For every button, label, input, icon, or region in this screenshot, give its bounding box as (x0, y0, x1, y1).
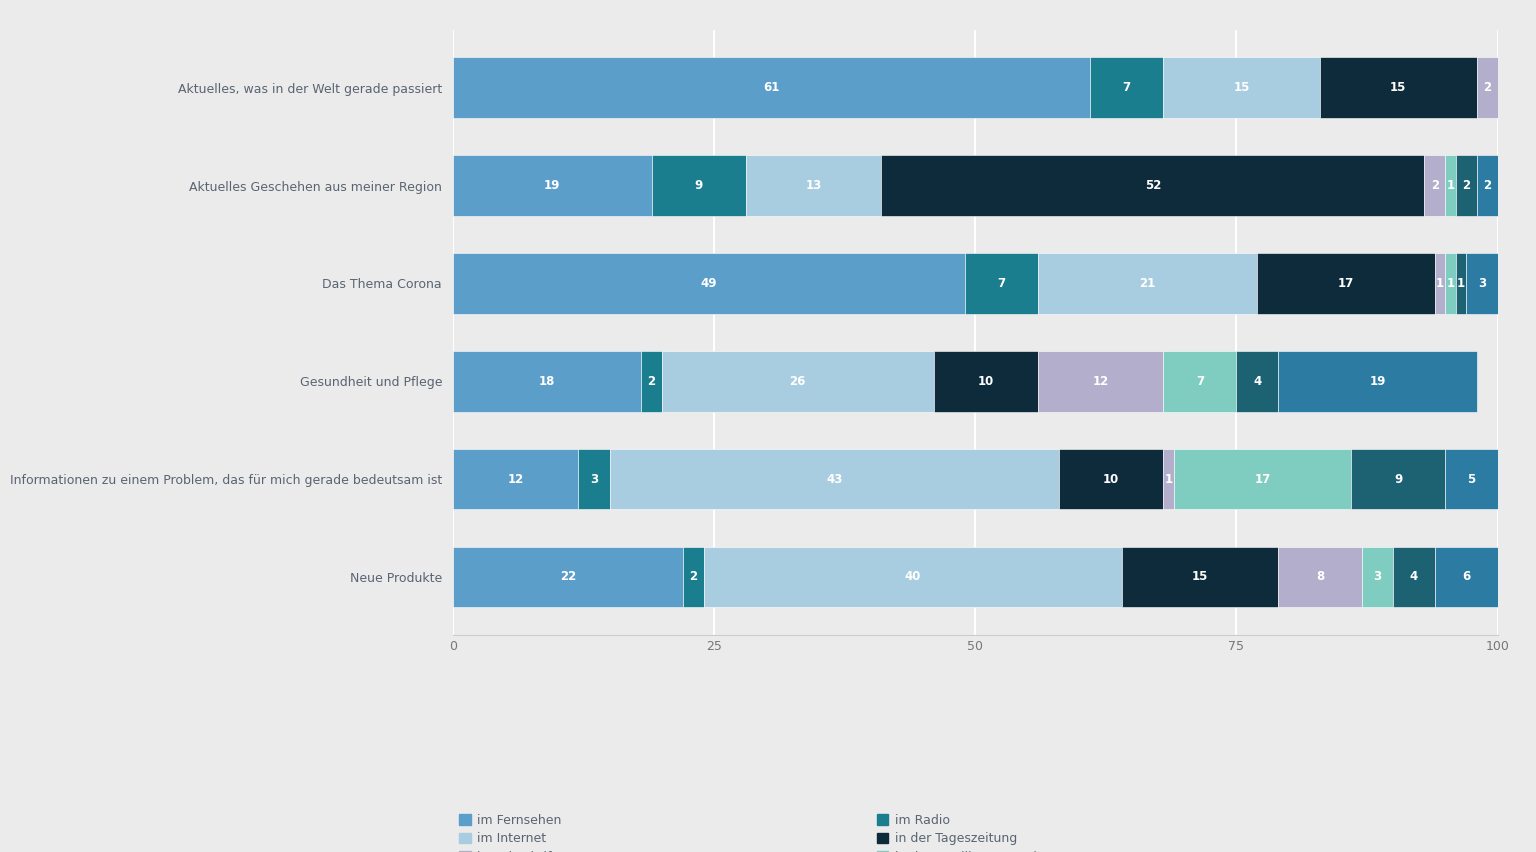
Bar (453, 351, 641, 412)
Text: 7: 7 (1123, 81, 1130, 95)
Text: 13: 13 (805, 179, 822, 192)
Text: 21: 21 (1140, 277, 1155, 290)
Text: 9: 9 (694, 179, 702, 192)
Bar (965, 253, 1038, 314)
Text: 19: 19 (544, 179, 561, 192)
Bar (1476, 155, 1498, 216)
Text: 2: 2 (690, 570, 697, 584)
Text: 17: 17 (1338, 277, 1355, 290)
Bar (579, 449, 610, 509)
Bar (1476, 57, 1498, 118)
Bar (745, 155, 882, 216)
Bar (1236, 351, 1278, 412)
Bar (1174, 449, 1352, 509)
Text: 1: 1 (1164, 473, 1172, 486)
Bar (1319, 57, 1476, 118)
Bar (1467, 253, 1498, 314)
Text: 61: 61 (763, 81, 780, 95)
Text: 9: 9 (1395, 473, 1402, 486)
Bar (641, 351, 662, 412)
Text: 15: 15 (1192, 570, 1209, 584)
Bar (1163, 57, 1319, 118)
Text: 12: 12 (508, 473, 524, 486)
Text: 2: 2 (648, 375, 656, 388)
Bar (1278, 351, 1476, 412)
Bar (453, 547, 684, 607)
Bar (1362, 547, 1393, 607)
Text: 26: 26 (790, 375, 806, 388)
Legend: im Radio, in der Tageszeitung, in der Familie/Partner/in, bei Sonstiges: im Radio, in der Tageszeitung, in der Fa… (877, 814, 1044, 852)
Text: 10: 10 (1103, 473, 1120, 486)
Text: 2: 2 (1484, 179, 1491, 192)
Text: 43: 43 (826, 473, 843, 486)
Text: 40: 40 (905, 570, 922, 584)
Text: 22: 22 (561, 570, 576, 584)
Bar (453, 57, 1091, 118)
Bar (453, 155, 651, 216)
Text: 4: 4 (1410, 570, 1418, 584)
Bar (934, 351, 1038, 412)
Bar (1038, 351, 1163, 412)
Text: 15: 15 (1390, 81, 1407, 95)
Text: 10: 10 (978, 375, 994, 388)
Text: 1: 1 (1447, 179, 1455, 192)
Text: 2: 2 (1432, 179, 1439, 192)
Text: 1: 1 (1447, 277, 1455, 290)
Text: 1: 1 (1436, 277, 1444, 290)
Bar (651, 155, 745, 216)
Bar (453, 449, 579, 509)
Bar (1456, 155, 1476, 216)
Bar (882, 155, 1424, 216)
Text: 2: 2 (1462, 179, 1470, 192)
Text: 17: 17 (1255, 473, 1270, 486)
Text: 12: 12 (1092, 375, 1109, 388)
Bar (1445, 155, 1456, 216)
Bar (610, 449, 1058, 509)
Text: 5: 5 (1467, 473, 1476, 486)
Bar (1121, 547, 1278, 607)
Text: 7: 7 (1197, 375, 1204, 388)
Bar (1424, 155, 1445, 216)
Text: 49: 49 (700, 277, 717, 290)
Bar (1278, 547, 1362, 607)
Text: 6: 6 (1462, 570, 1470, 584)
Bar (1393, 547, 1435, 607)
Text: 3: 3 (590, 473, 598, 486)
Bar (1435, 547, 1498, 607)
Bar (1352, 449, 1445, 509)
Bar (684, 547, 703, 607)
Bar (1456, 253, 1467, 314)
Bar (453, 253, 965, 314)
Bar (1445, 449, 1498, 509)
Bar (703, 547, 1121, 607)
Text: 19: 19 (1369, 375, 1385, 388)
Bar (1163, 351, 1236, 412)
Text: 8: 8 (1316, 570, 1324, 584)
Bar (1058, 449, 1163, 509)
Text: 3: 3 (1478, 277, 1485, 290)
Bar (1038, 253, 1258, 314)
Bar (1258, 253, 1435, 314)
Text: 7: 7 (997, 277, 1006, 290)
Bar (662, 351, 934, 412)
Bar (1445, 253, 1456, 314)
Bar (1163, 449, 1174, 509)
Text: 3: 3 (1373, 570, 1381, 584)
Text: 18: 18 (539, 375, 556, 388)
Text: 4: 4 (1253, 375, 1261, 388)
Bar (1091, 57, 1163, 118)
Text: 15: 15 (1233, 81, 1250, 95)
Text: 2: 2 (1484, 81, 1491, 95)
Text: 1: 1 (1458, 277, 1465, 290)
Text: 52: 52 (1144, 179, 1161, 192)
Bar (1435, 253, 1445, 314)
